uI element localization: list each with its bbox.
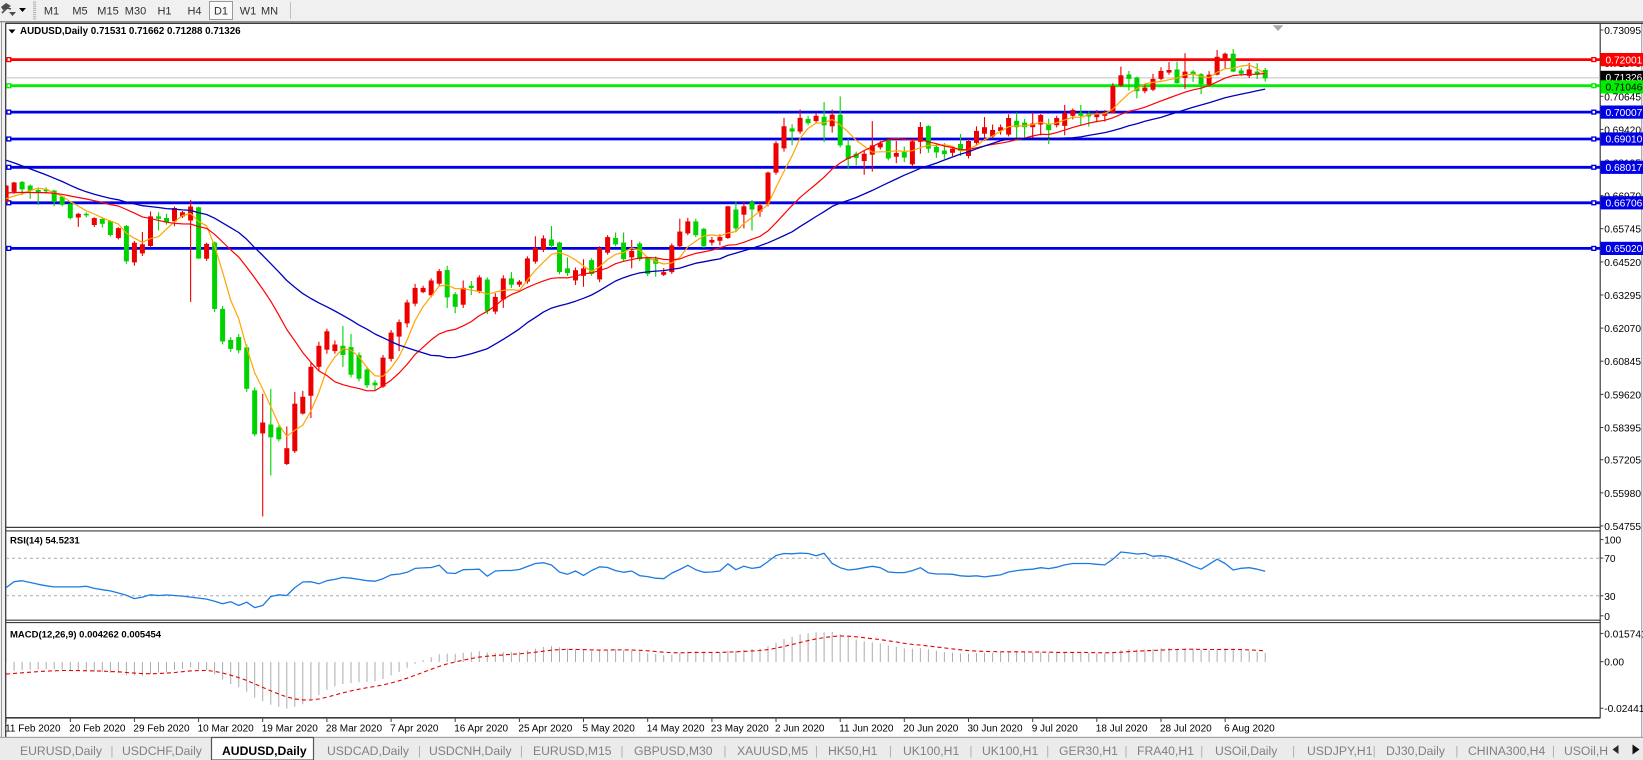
svg-text:0.68017: 0.68017 — [1606, 163, 1643, 174]
svg-text:0.70007: 0.70007 — [1606, 108, 1643, 119]
svg-text:MACD(12,26,9) 0.004262 0.00545: MACD(12,26,9) 0.004262 0.005454 — [10, 630, 162, 641]
svg-text:AUDUSD,Daily 0.71531 0.71662: AUDUSD,Daily 0.71531 0.71662 0.71288 0.7… — [20, 26, 241, 37]
svg-text:0.015741: 0.015741 — [1604, 629, 1643, 640]
svg-text:2 Jun 2020: 2 Jun 2020 — [775, 724, 825, 735]
svg-text:30 Jun 2020: 30 Jun 2020 — [968, 724, 1023, 735]
svg-text:M15: M15 — [97, 6, 118, 18]
svg-text:|: | — [1292, 744, 1295, 758]
svg-text:H4: H4 — [187, 6, 201, 18]
svg-text:19 Mar 2020: 19 Mar 2020 — [262, 724, 319, 735]
svg-text:6 Aug 2020: 6 Aug 2020 — [1224, 724, 1275, 735]
svg-text:0.66706: 0.66706 — [1606, 199, 1643, 210]
svg-text:XAUUSD,M5: XAUUSD,M5 — [737, 744, 808, 758]
svg-text:USDJPY,H1: USDJPY,H1 — [1307, 744, 1373, 758]
svg-text:0.69420: 0.69420 — [1604, 125, 1641, 136]
svg-text:USOil,H: USOil,H — [1564, 744, 1608, 758]
svg-text:H1: H1 — [157, 6, 171, 18]
svg-text:|: | — [1455, 744, 1458, 758]
svg-text:AUDUSD,Daily: AUDUSD,Daily — [222, 744, 307, 758]
svg-text:7 Apr 2020: 7 Apr 2020 — [390, 724, 439, 735]
svg-text:W1: W1 — [240, 6, 257, 18]
svg-text:16 Apr 2020: 16 Apr 2020 — [454, 724, 508, 735]
svg-text:HK50,H1: HK50,H1 — [828, 744, 878, 758]
svg-text:USDCNH,Daily: USDCNH,Daily — [429, 744, 513, 758]
svg-text:0.65745: 0.65745 — [1604, 225, 1641, 236]
svg-text:D1: D1 — [214, 6, 228, 18]
svg-text:RSI(14) 54.5231: RSI(14) 54.5231 — [10, 536, 80, 547]
svg-text:0.59620: 0.59620 — [1604, 390, 1641, 401]
svg-text:10 Mar 2020: 10 Mar 2020 — [198, 724, 255, 735]
svg-text:0.54755: 0.54755 — [1604, 522, 1641, 533]
svg-text:0.73095: 0.73095 — [1604, 26, 1641, 37]
svg-text:30: 30 — [1604, 592, 1616, 603]
svg-text:11 Feb 2020: 11 Feb 2020 — [5, 724, 61, 735]
svg-text:0.60845: 0.60845 — [1604, 357, 1641, 368]
svg-text:UK100,H1: UK100,H1 — [982, 744, 1038, 758]
svg-text:14 May 2020: 14 May 2020 — [647, 724, 705, 735]
svg-text:M1: M1 — [44, 6, 59, 18]
svg-text:|: | — [1373, 744, 1376, 758]
svg-text:0.00: 0.00 — [1604, 658, 1624, 669]
svg-text:0.72001: 0.72001 — [1606, 55, 1643, 66]
svg-text:MN: MN — [261, 6, 278, 18]
svg-text:EURUSD,M15: EURUSD,M15 — [533, 744, 612, 758]
svg-text:GBPUSD,M30: GBPUSD,M30 — [634, 744, 713, 758]
svg-text:28 Mar 2020: 28 Mar 2020 — [326, 724, 383, 735]
svg-text:0.69010: 0.69010 — [1606, 135, 1643, 146]
svg-text:M5: M5 — [72, 6, 87, 18]
svg-text:|: | — [110, 744, 113, 758]
svg-text:9 Jul 2020: 9 Jul 2020 — [1032, 724, 1079, 735]
svg-text:70: 70 — [1604, 554, 1616, 565]
svg-text:20 Jun 2020: 20 Jun 2020 — [903, 724, 958, 735]
svg-text:0.55980: 0.55980 — [1604, 489, 1641, 500]
svg-text:11 Jun 2020: 11 Jun 2020 — [839, 724, 894, 735]
svg-text:|: | — [815, 744, 818, 758]
svg-text:25 Apr 2020: 25 Apr 2020 — [518, 724, 572, 735]
svg-text:|: | — [1124, 744, 1127, 758]
svg-text:100: 100 — [1604, 536, 1621, 547]
svg-text:28 Jul 2020: 28 Jul 2020 — [1160, 724, 1212, 735]
svg-text:29 Feb 2020: 29 Feb 2020 — [133, 724, 190, 735]
svg-text:0.71046: 0.71046 — [1606, 83, 1643, 94]
svg-text:|: | — [1046, 744, 1049, 758]
svg-text:USDCAD,Daily: USDCAD,Daily — [327, 744, 410, 758]
svg-text:DJ30,Daily: DJ30,Daily — [1386, 744, 1446, 758]
svg-text:0.70645: 0.70645 — [1604, 92, 1641, 103]
svg-text:0: 0 — [1604, 612, 1610, 623]
svg-text:0.64520: 0.64520 — [1604, 258, 1641, 269]
svg-text:|: | — [620, 744, 623, 758]
svg-text:EURUSD,Daily: EURUSD,Daily — [20, 744, 103, 758]
svg-text:0.71326: 0.71326 — [1606, 73, 1643, 84]
svg-text:23 May 2020: 23 May 2020 — [711, 724, 769, 735]
svg-text:USOil,Daily: USOil,Daily — [1215, 744, 1278, 758]
svg-text:|: | — [1200, 744, 1203, 758]
svg-text:USDCHF,Daily: USDCHF,Daily — [122, 744, 203, 758]
svg-text:|: | — [520, 744, 523, 758]
svg-text:5 May 2020: 5 May 2020 — [583, 724, 636, 735]
svg-text:FRA40,H1: FRA40,H1 — [1137, 744, 1194, 758]
svg-text:|: | — [723, 744, 726, 758]
svg-text:0.58395: 0.58395 — [1604, 424, 1641, 435]
svg-text:GER30,H1: GER30,H1 — [1059, 744, 1118, 758]
svg-text:0.57205: 0.57205 — [1604, 456, 1641, 467]
svg-text:0.62070: 0.62070 — [1604, 324, 1641, 335]
svg-text:CHINA300,H4: CHINA300,H4 — [1468, 744, 1545, 758]
svg-text:UK100,H1: UK100,H1 — [903, 744, 959, 758]
svg-text:0.63295: 0.63295 — [1604, 291, 1641, 302]
svg-text:|: | — [418, 744, 421, 758]
svg-text:|: | — [969, 744, 972, 758]
svg-text:0.65020: 0.65020 — [1606, 244, 1643, 255]
svg-text:|: | — [1552, 744, 1555, 758]
svg-text:20 Feb 2020: 20 Feb 2020 — [69, 724, 126, 735]
svg-text:M30: M30 — [125, 6, 146, 18]
svg-text:|: | — [889, 744, 892, 758]
svg-text:18 Jul 2020: 18 Jul 2020 — [1096, 724, 1148, 735]
svg-text:-0.024412: -0.024412 — [1604, 704, 1643, 715]
